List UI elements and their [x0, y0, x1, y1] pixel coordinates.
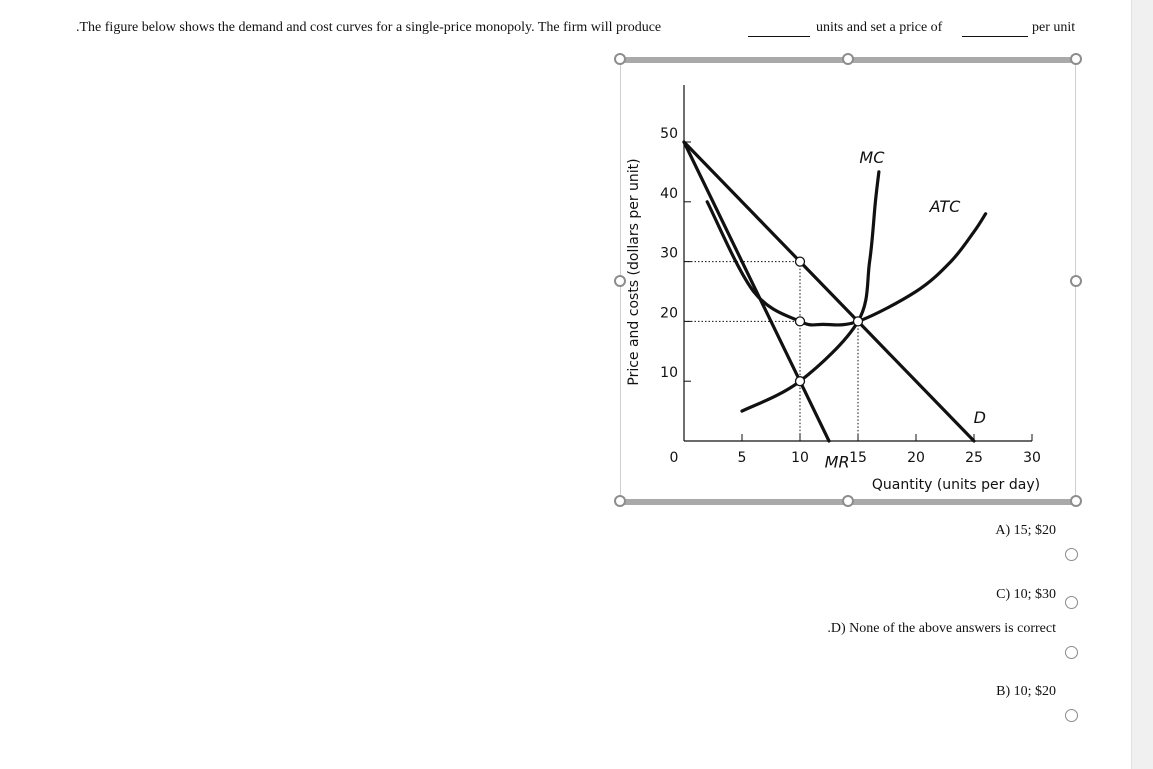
answer-a-label: A) 15; $20 [995, 523, 1056, 538]
question-part-2: units and set a price of [816, 20, 943, 35]
answer-c-label: C) 10; $30 [996, 587, 1056, 602]
blank-units [748, 36, 810, 37]
answer-d-radio[interactable] [1065, 646, 1078, 659]
resize-handle-middle-right[interactable] [1070, 275, 1082, 287]
x-tick-label: 20 [907, 450, 925, 466]
curve-mr [682, 140, 831, 443]
intersection-point [794, 256, 806, 267]
answer-b-radio[interactable] [1065, 709, 1078, 722]
y-tick-label: 50 [660, 126, 678, 142]
blank-price [962, 36, 1028, 37]
equilibrium-points [794, 256, 864, 387]
y-tick-label: 40 [660, 186, 678, 202]
resize-handle-middle-left[interactable] [614, 275, 626, 287]
answer-d-label: .D) None of the above answers is correct [827, 621, 1056, 636]
x-tick-label: 25 [965, 450, 983, 466]
resize-handle-bottom-middle[interactable] [842, 495, 854, 507]
curve-label-mc: MC [859, 148, 885, 167]
monopoly-chart: 0 5 10 15 20 25 30 10 20 30 40 50 Price and costs (… [626, 85, 1041, 493]
x-tick-label: 30 [1023, 450, 1041, 466]
question-part-3: per unit [1032, 20, 1076, 35]
resize-handle-top-right[interactable] [1070, 53, 1082, 65]
intersection-point [852, 316, 864, 327]
resize-handle-bottom-right[interactable] [1070, 495, 1082, 507]
x-tick-label: 10 [791, 450, 809, 466]
y-tick-label: 10 [660, 365, 678, 381]
curve-label-d: D [974, 408, 986, 427]
answer-a-radio[interactable] [1065, 548, 1078, 561]
x-axis-label: Quantity (units per day) [872, 477, 1040, 493]
page-scrollbar[interactable] [1131, 0, 1153, 769]
curves [682, 140, 988, 443]
resize-handle-top-left[interactable] [614, 53, 626, 65]
y-tick-label: 20 [660, 305, 678, 321]
intersection-point [794, 376, 806, 387]
y-axis-label: Price and costs (dollars per unit) [626, 158, 642, 385]
curve-mc [740, 170, 881, 413]
y-tick-label: 30 [660, 246, 678, 262]
tick-marks: 0 5 10 15 20 25 30 10 20 30 40 50 [660, 126, 1041, 466]
guide-lines [684, 261, 859, 441]
curve-atc [705, 200, 988, 327]
intersection-point [794, 316, 806, 327]
x-tick-label: 15 [849, 450, 867, 466]
x-tick-label: 0 [670, 450, 679, 466]
question-part-1: .The figure below shows the demand and c… [76, 20, 662, 35]
curve-label-atc: ATC [929, 197, 962, 216]
curve-labels: D MR MC ATC [825, 148, 986, 471]
curve-d [682, 140, 976, 443]
resize-handle-bottom-left[interactable] [614, 495, 626, 507]
answer-b-label: B) 10; $20 [996, 684, 1056, 699]
x-tick-label: 5 [738, 450, 747, 466]
resize-handle-top-middle[interactable] [842, 53, 854, 65]
curve-label-mr: MR [825, 452, 850, 471]
answer-c-radio[interactable] [1065, 596, 1078, 609]
